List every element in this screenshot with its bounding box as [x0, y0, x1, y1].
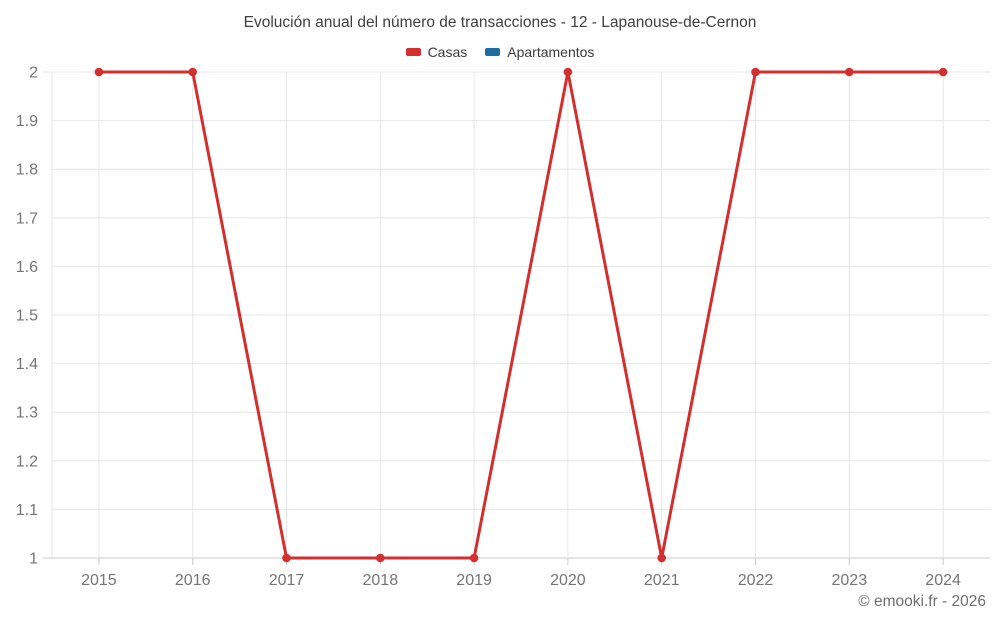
legend-label: Apartamentos [507, 44, 595, 60]
data-point-casas-2017[interactable] [282, 553, 291, 563]
data-point-casas-2018[interactable] [376, 553, 385, 563]
legend-label: Casas [427, 44, 468, 60]
x-tick-label: 2015 [81, 572, 117, 589]
y-tick-label: 1.6 [16, 259, 38, 276]
y-tick-label: 1.1 [16, 502, 38, 519]
y-tick-label: 1 [29, 551, 38, 568]
data-point-casas-2021[interactable] [657, 553, 666, 563]
copyright-footer: © emooki.fr - 2026 [858, 593, 986, 610]
y-tick-label: 1.2 [16, 453, 38, 470]
x-tick-label: 2018 [363, 572, 399, 589]
data-point-casas-2024[interactable] [938, 67, 948, 77]
chart-title: Evolución anual del número de transaccio… [243, 14, 757, 31]
x-tick-label: 2022 [738, 572, 774, 589]
data-point-casas-2019[interactable] [469, 553, 479, 563]
x-tick-label: 2021 [644, 572, 680, 589]
legend-swatch-icon [485, 48, 501, 56]
x-tick-label: 2023 [832, 572, 868, 589]
x-tick-label: 2017 [269, 572, 305, 589]
legend-item-apartamentos[interactable]: Apartamentos [485, 44, 594, 60]
data-point-casas-2023[interactable] [845, 67, 854, 77]
x-tick-label: 2024 [925, 572, 961, 589]
series-line-casas [98, 70, 944, 560]
data-point-casas-2022[interactable] [751, 67, 760, 77]
x-tick-label: 2019 [456, 572, 492, 589]
y-tick-label: 1.5 [16, 308, 38, 325]
y-tick-label: 1.7 [16, 210, 38, 227]
y-tick-label: 2 [29, 65, 38, 82]
data-point-casas-2016[interactable] [188, 67, 197, 77]
y-tick-label: 1.3 [16, 405, 38, 422]
x-tick-label: 2020 [550, 572, 586, 589]
data-point-casas-2020[interactable] [563, 67, 573, 77]
data-point-casas-2015[interactable] [94, 67, 104, 77]
legend-swatch-icon [405, 48, 421, 56]
x-tick-label: 2016 [175, 572, 211, 589]
chart-legend: Casas Apartamentos [0, 44, 1000, 60]
y-tick-label: 1.9 [16, 113, 38, 130]
y-tick-label: 1.4 [16, 356, 38, 373]
y-tick-label: 1.8 [16, 162, 38, 179]
legend-item-casas[interactable]: Casas [405, 44, 468, 60]
